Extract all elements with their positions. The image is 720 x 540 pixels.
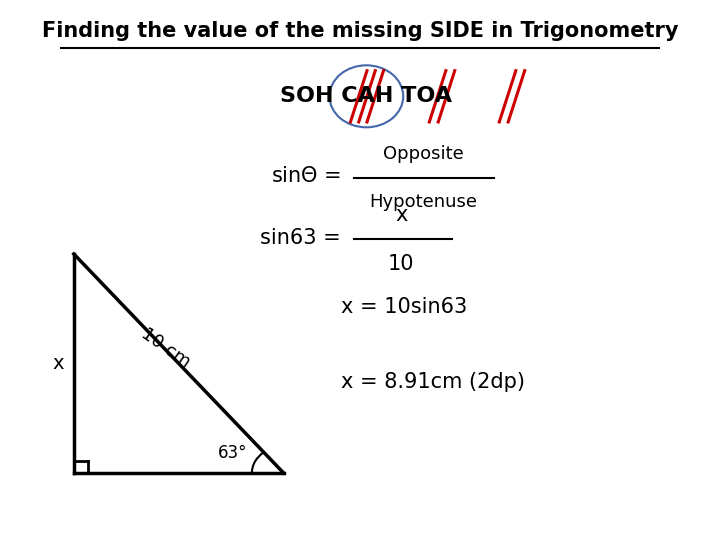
- Text: 63°: 63°: [218, 444, 248, 462]
- Text: x: x: [52, 354, 63, 373]
- Text: Hypotenuse: Hypotenuse: [369, 192, 477, 211]
- Text: x: x: [395, 205, 408, 225]
- Text: Opposite: Opposite: [383, 145, 464, 163]
- Text: sin$\Theta$ =: sin$\Theta$ =: [271, 166, 341, 186]
- Text: Finding the value of the missing SIDE in Trigonometry: Finding the value of the missing SIDE in…: [42, 22, 678, 42]
- Text: x = 10sin63: x = 10sin63: [341, 298, 467, 318]
- Text: x = 8.91cm (2dp): x = 8.91cm (2dp): [341, 372, 525, 392]
- Text: 10 cm: 10 cm: [138, 324, 194, 371]
- Text: SOH CAH TOA: SOH CAH TOA: [280, 86, 452, 106]
- Text: sin63 =: sin63 =: [260, 228, 341, 248]
- Text: 10: 10: [388, 254, 415, 274]
